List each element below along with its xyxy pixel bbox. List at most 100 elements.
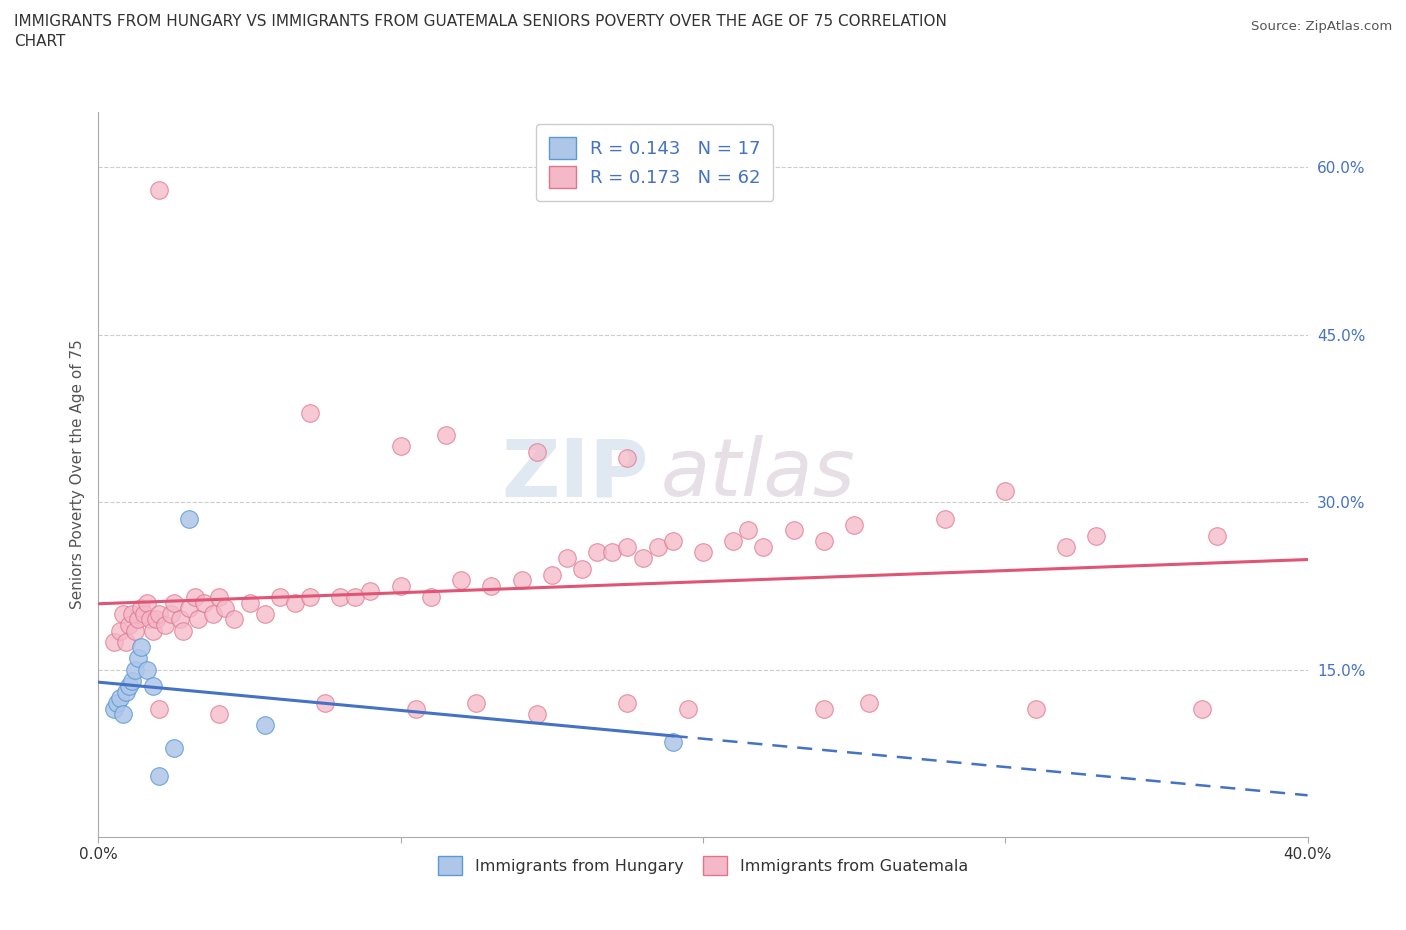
Point [434,428,457,443]
Point [121,606,143,621]
Point [934,512,956,526]
Point [526,707,548,722]
Point [103,701,125,716]
Point [253,606,276,621]
Point [555,551,578,565]
Point [108,623,131,638]
Point [299,590,322,604]
Point [129,601,152,616]
Point [360,584,382,599]
Point [344,590,367,604]
Point [450,573,472,588]
Point [1054,539,1077,554]
Point [813,534,835,549]
Point [571,562,593,577]
Point [148,768,170,783]
Point [284,595,307,610]
Point [142,623,165,638]
Point [465,696,488,711]
Point [118,679,141,694]
Point [647,539,669,554]
Point [692,545,714,560]
Point [124,623,146,638]
Point [179,512,201,526]
Point [586,545,609,560]
Point [108,690,131,705]
Point [616,696,638,711]
Point [148,701,170,716]
Point [661,534,683,549]
Point [114,634,136,649]
Text: CHART: CHART [14,34,66,49]
Point [631,551,654,565]
Point [269,590,291,604]
Point [187,612,209,627]
Point [184,590,207,604]
Point [214,601,236,616]
Point [239,595,262,610]
Point [202,606,225,621]
Point [103,634,125,649]
Point [193,595,215,610]
Point [172,623,194,638]
Point [253,718,276,733]
Text: Source: ZipAtlas.com: Source: ZipAtlas.com [1251,20,1392,33]
Point [783,523,806,538]
Point [179,601,201,616]
Point [526,445,548,459]
Point [602,545,624,560]
Point [540,567,562,582]
Point [127,612,149,627]
Point [208,590,231,604]
Point [148,182,170,197]
Point [111,606,134,621]
Point [148,606,170,621]
Point [616,539,638,554]
Point [389,439,412,454]
Point [405,701,427,716]
Point [994,484,1017,498]
Point [858,696,880,711]
Point [127,651,149,666]
Point [314,696,336,711]
Point [1024,701,1046,716]
Point [737,523,759,538]
Point [329,590,352,604]
Point [299,405,322,420]
Point [153,618,176,632]
Point [124,662,146,677]
Legend: Immigrants from Hungary, Immigrants from Guatemala: Immigrants from Hungary, Immigrants from… [430,848,976,884]
Point [676,701,699,716]
Point [813,701,835,716]
Point [616,450,638,465]
Point [752,539,775,554]
Point [139,612,162,627]
Point [1206,528,1229,543]
Point [1191,701,1213,716]
Point [420,590,443,604]
Point [142,679,165,694]
Point [135,662,157,677]
Point [389,578,412,593]
Point [145,612,167,627]
Point [510,573,533,588]
Point [129,640,152,655]
Point [118,618,141,632]
Point [121,673,143,688]
Point [844,517,866,532]
Point [481,578,503,593]
Point [723,534,745,549]
Y-axis label: Seniors Poverty Over the Age of 75: Seniors Poverty Over the Age of 75 [69,339,84,609]
Point [160,606,183,621]
Point [163,740,186,755]
Text: IMMIGRANTS FROM HUNGARY VS IMMIGRANTS FROM GUATEMALA SENIORS POVERTY OVER THE AG: IMMIGRANTS FROM HUNGARY VS IMMIGRANTS FR… [14,14,946,29]
Point [208,707,231,722]
Point [111,707,134,722]
Point [661,735,683,750]
Point [132,606,155,621]
Point [224,612,246,627]
Point [105,696,128,711]
Text: ZIP: ZIP [502,435,648,513]
Point [169,612,191,627]
Point [1085,528,1108,543]
